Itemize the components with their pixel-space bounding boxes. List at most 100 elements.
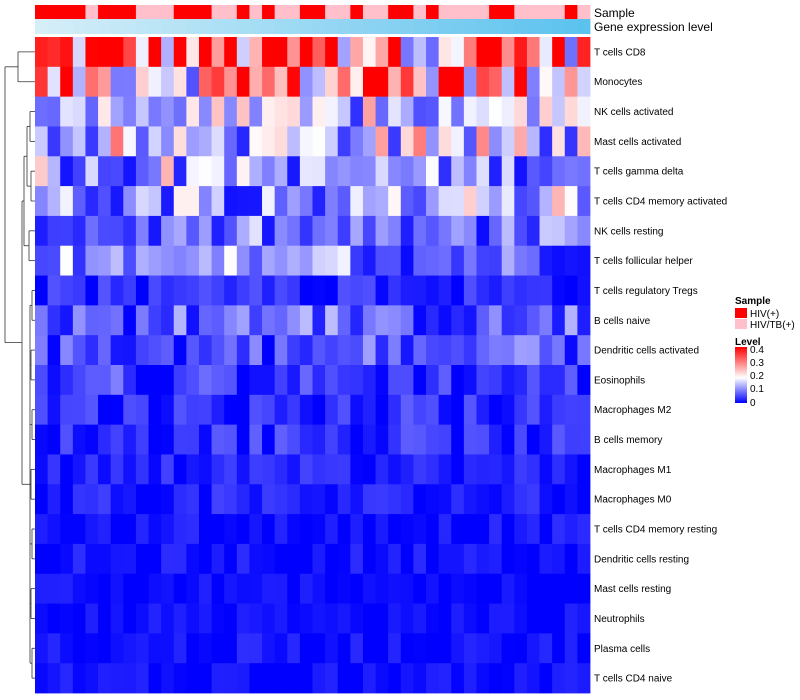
heatmap-cell bbox=[262, 215, 276, 247]
heatmap-cell bbox=[262, 335, 276, 366]
heatmap-cell bbox=[325, 215, 339, 247]
heatmap-cell bbox=[552, 186, 566, 217]
heatmap-cell bbox=[161, 424, 175, 455]
heatmap-cell bbox=[72, 245, 86, 276]
heatmap-cell bbox=[539, 37, 553, 68]
heatmap-cell bbox=[85, 126, 99, 157]
heatmap-cell bbox=[236, 335, 250, 366]
heatmap-cell bbox=[135, 514, 149, 545]
heatmap-cell bbox=[60, 186, 74, 217]
heatmap-cell bbox=[489, 663, 503, 694]
heatmap-cell bbox=[186, 335, 200, 366]
heatmap-cell bbox=[161, 573, 175, 604]
heatmap-cell bbox=[299, 573, 313, 604]
heatmap-cell bbox=[249, 66, 263, 98]
heatmap-cell bbox=[211, 37, 225, 68]
heatmap-cell bbox=[299, 126, 313, 157]
heatmap-cell bbox=[173, 245, 187, 276]
heatmap-cell bbox=[501, 215, 515, 247]
gene-cell bbox=[173, 19, 187, 34]
heatmap-cell bbox=[161, 335, 175, 366]
heatmap-cell bbox=[60, 424, 74, 455]
heatmap-cell bbox=[438, 245, 452, 276]
heatmap-cell bbox=[85, 305, 99, 336]
heatmap-cell bbox=[501, 37, 515, 68]
heatmap-cell bbox=[249, 126, 263, 157]
heatmap-cell bbox=[47, 394, 61, 426]
heatmap-cell bbox=[337, 66, 351, 98]
legend: Sample HIV(+) HIV/TB(+) Level 0.4 0.3 0.… bbox=[735, 296, 795, 409]
heatmap-cell bbox=[85, 66, 99, 98]
heatmap-cell bbox=[198, 424, 212, 455]
heatmap-cell bbox=[47, 215, 61, 247]
heatmap-cell bbox=[451, 126, 465, 157]
row-labels: T cells CD8 Monocytes NK cells activated Ma… bbox=[594, 47, 727, 684]
heatmap-cell bbox=[98, 543, 112, 575]
heatmap-cell bbox=[451, 424, 465, 455]
gene-cell bbox=[312, 19, 326, 34]
heatmap-cell bbox=[186, 454, 200, 485]
heatmap-cell bbox=[72, 186, 86, 217]
heatmap-cell bbox=[514, 245, 528, 276]
heatmap-cell bbox=[35, 96, 49, 127]
sample-cell bbox=[161, 5, 175, 19]
gene-cell bbox=[161, 19, 175, 34]
heatmap-cell bbox=[287, 573, 301, 604]
heatmap-cell bbox=[413, 156, 427, 187]
heatmap-cell bbox=[501, 603, 515, 634]
heatmap-cell bbox=[312, 603, 326, 634]
heatmap-cell bbox=[148, 305, 162, 336]
heatmap-cell bbox=[375, 633, 389, 664]
heatmap-cell bbox=[186, 96, 200, 127]
heatmap-cell bbox=[299, 365, 313, 396]
heatmap-cell bbox=[236, 126, 250, 157]
heatmap-cell bbox=[451, 245, 465, 276]
heatmap-cell bbox=[98, 454, 112, 485]
heatmap-cell bbox=[438, 156, 452, 187]
heatmap-cell bbox=[375, 305, 389, 336]
heatmap-cell bbox=[161, 543, 175, 575]
heatmap-cell bbox=[148, 365, 162, 396]
row-label: T cells CD8 bbox=[594, 47, 646, 58]
sample-cell bbox=[539, 5, 553, 19]
heatmap-cell bbox=[148, 335, 162, 366]
heatmap-cell bbox=[211, 633, 225, 664]
heatmap-cell bbox=[312, 66, 326, 98]
heatmap-cell bbox=[262, 245, 276, 276]
heatmap-cell bbox=[35, 394, 49, 426]
heatmap-cell bbox=[85, 156, 99, 187]
heatmap-cell bbox=[60, 37, 74, 68]
heatmap-cell bbox=[451, 156, 465, 187]
heatmap-cell bbox=[514, 663, 528, 694]
heatmap-cell bbox=[224, 365, 238, 396]
heatmap-cell bbox=[325, 156, 339, 187]
heatmap-cell bbox=[501, 514, 515, 545]
heatmap-cell bbox=[148, 543, 162, 575]
heatmap-cell bbox=[552, 335, 566, 366]
heatmap-cell bbox=[413, 96, 427, 127]
sample-cell bbox=[362, 5, 376, 19]
heatmap-cell bbox=[85, 335, 99, 366]
heatmap-cell bbox=[198, 514, 212, 545]
heatmap-cell bbox=[375, 543, 389, 575]
gene-cell bbox=[35, 19, 49, 34]
heatmap-cell bbox=[287, 454, 301, 485]
heatmap-cell bbox=[35, 215, 49, 247]
heatmap-cell bbox=[135, 484, 149, 515]
heatmap-cell bbox=[451, 275, 465, 306]
heatmap-cell bbox=[413, 37, 427, 68]
heatmap-cell bbox=[526, 514, 540, 545]
heatmap-cell bbox=[375, 215, 389, 247]
heatmap-cell bbox=[501, 156, 515, 187]
heatmap-cell bbox=[501, 573, 515, 604]
heatmap-cell bbox=[98, 573, 112, 604]
heatmap-cell bbox=[72, 603, 86, 634]
heatmap-cell bbox=[325, 305, 339, 336]
heatmap-cell bbox=[135, 37, 149, 68]
heatmap-cell bbox=[552, 156, 566, 187]
heatmap-cell bbox=[110, 573, 124, 604]
heatmap-cell bbox=[451, 603, 465, 634]
row-label: T cells follicular helper bbox=[594, 256, 693, 267]
heatmap-cell bbox=[274, 424, 288, 455]
legend-swatch-hiv bbox=[735, 308, 747, 318]
